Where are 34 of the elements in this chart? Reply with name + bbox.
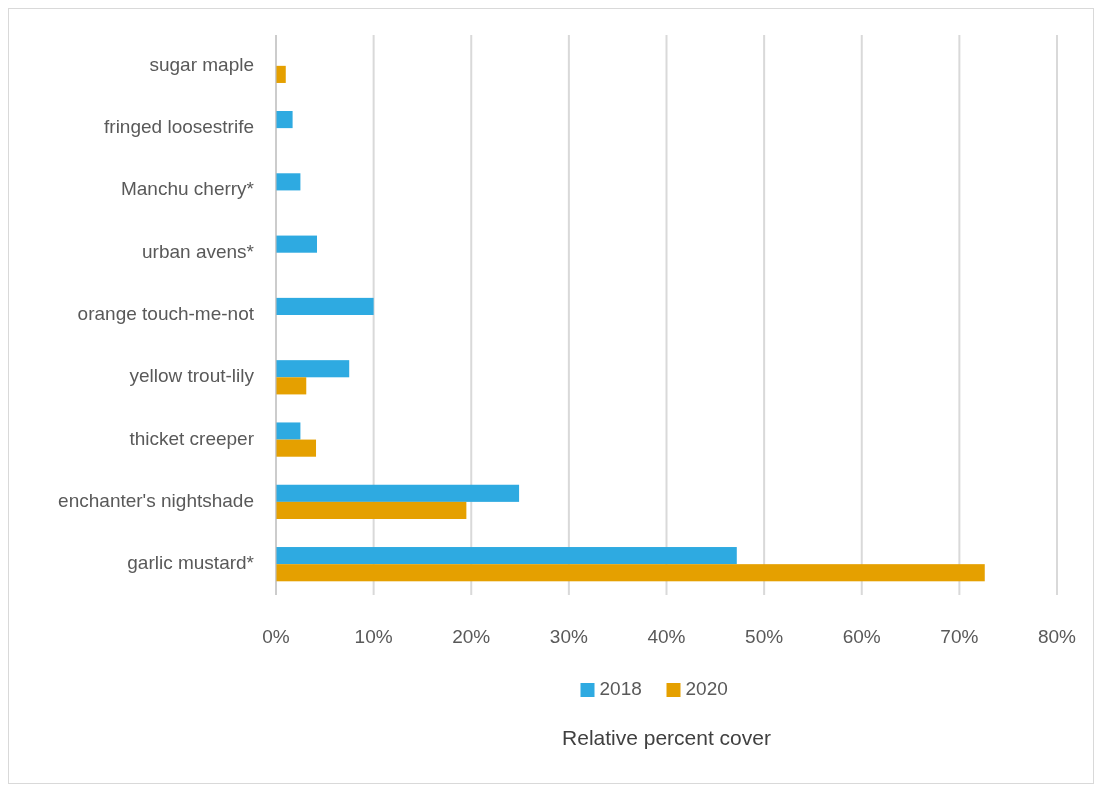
x-tick-label: 40% [647,626,686,647]
x-tick-label: 20% [452,626,491,647]
x-tick-label: 50% [745,626,784,647]
bar [276,111,293,129]
x-tick-label: 10% [354,626,393,647]
x-tick-label: 30% [549,626,588,647]
legend-label: 2020 [685,678,728,700]
y-tick-label: sugar maple [149,53,254,75]
y-tick-label: thicket creeper [129,427,255,449]
y-tick-label: fringed loosestrife [104,116,254,138]
x-tick-label: 60% [842,626,881,647]
y-tick-label: enchanter's nightshade [58,489,254,511]
bar [276,377,307,395]
legend-label: 2018 [599,678,642,700]
y-tick-label: garlic mustard* [127,552,255,574]
bar [276,65,286,83]
bar [276,297,374,315]
y-tick-label: yellow trout-lily [129,365,255,387]
y-tick-label: orange touch-me-not [77,303,255,325]
bar [276,422,301,440]
bar [276,484,520,502]
y-tick-label: Manchu cherry* [120,178,255,200]
x-tick-label: 0% [262,626,290,647]
bar [276,439,317,457]
bar [276,235,317,253]
bar [276,547,737,565]
x-tick-label: 70% [940,626,979,647]
x-tick-label: 80% [1037,626,1077,647]
bar [276,173,301,191]
bar [276,564,985,582]
y-tick-label: urban avens* [142,240,255,262]
bar [276,360,350,378]
bar [276,501,467,519]
x-axis-title: Relative percent cover [562,726,771,749]
